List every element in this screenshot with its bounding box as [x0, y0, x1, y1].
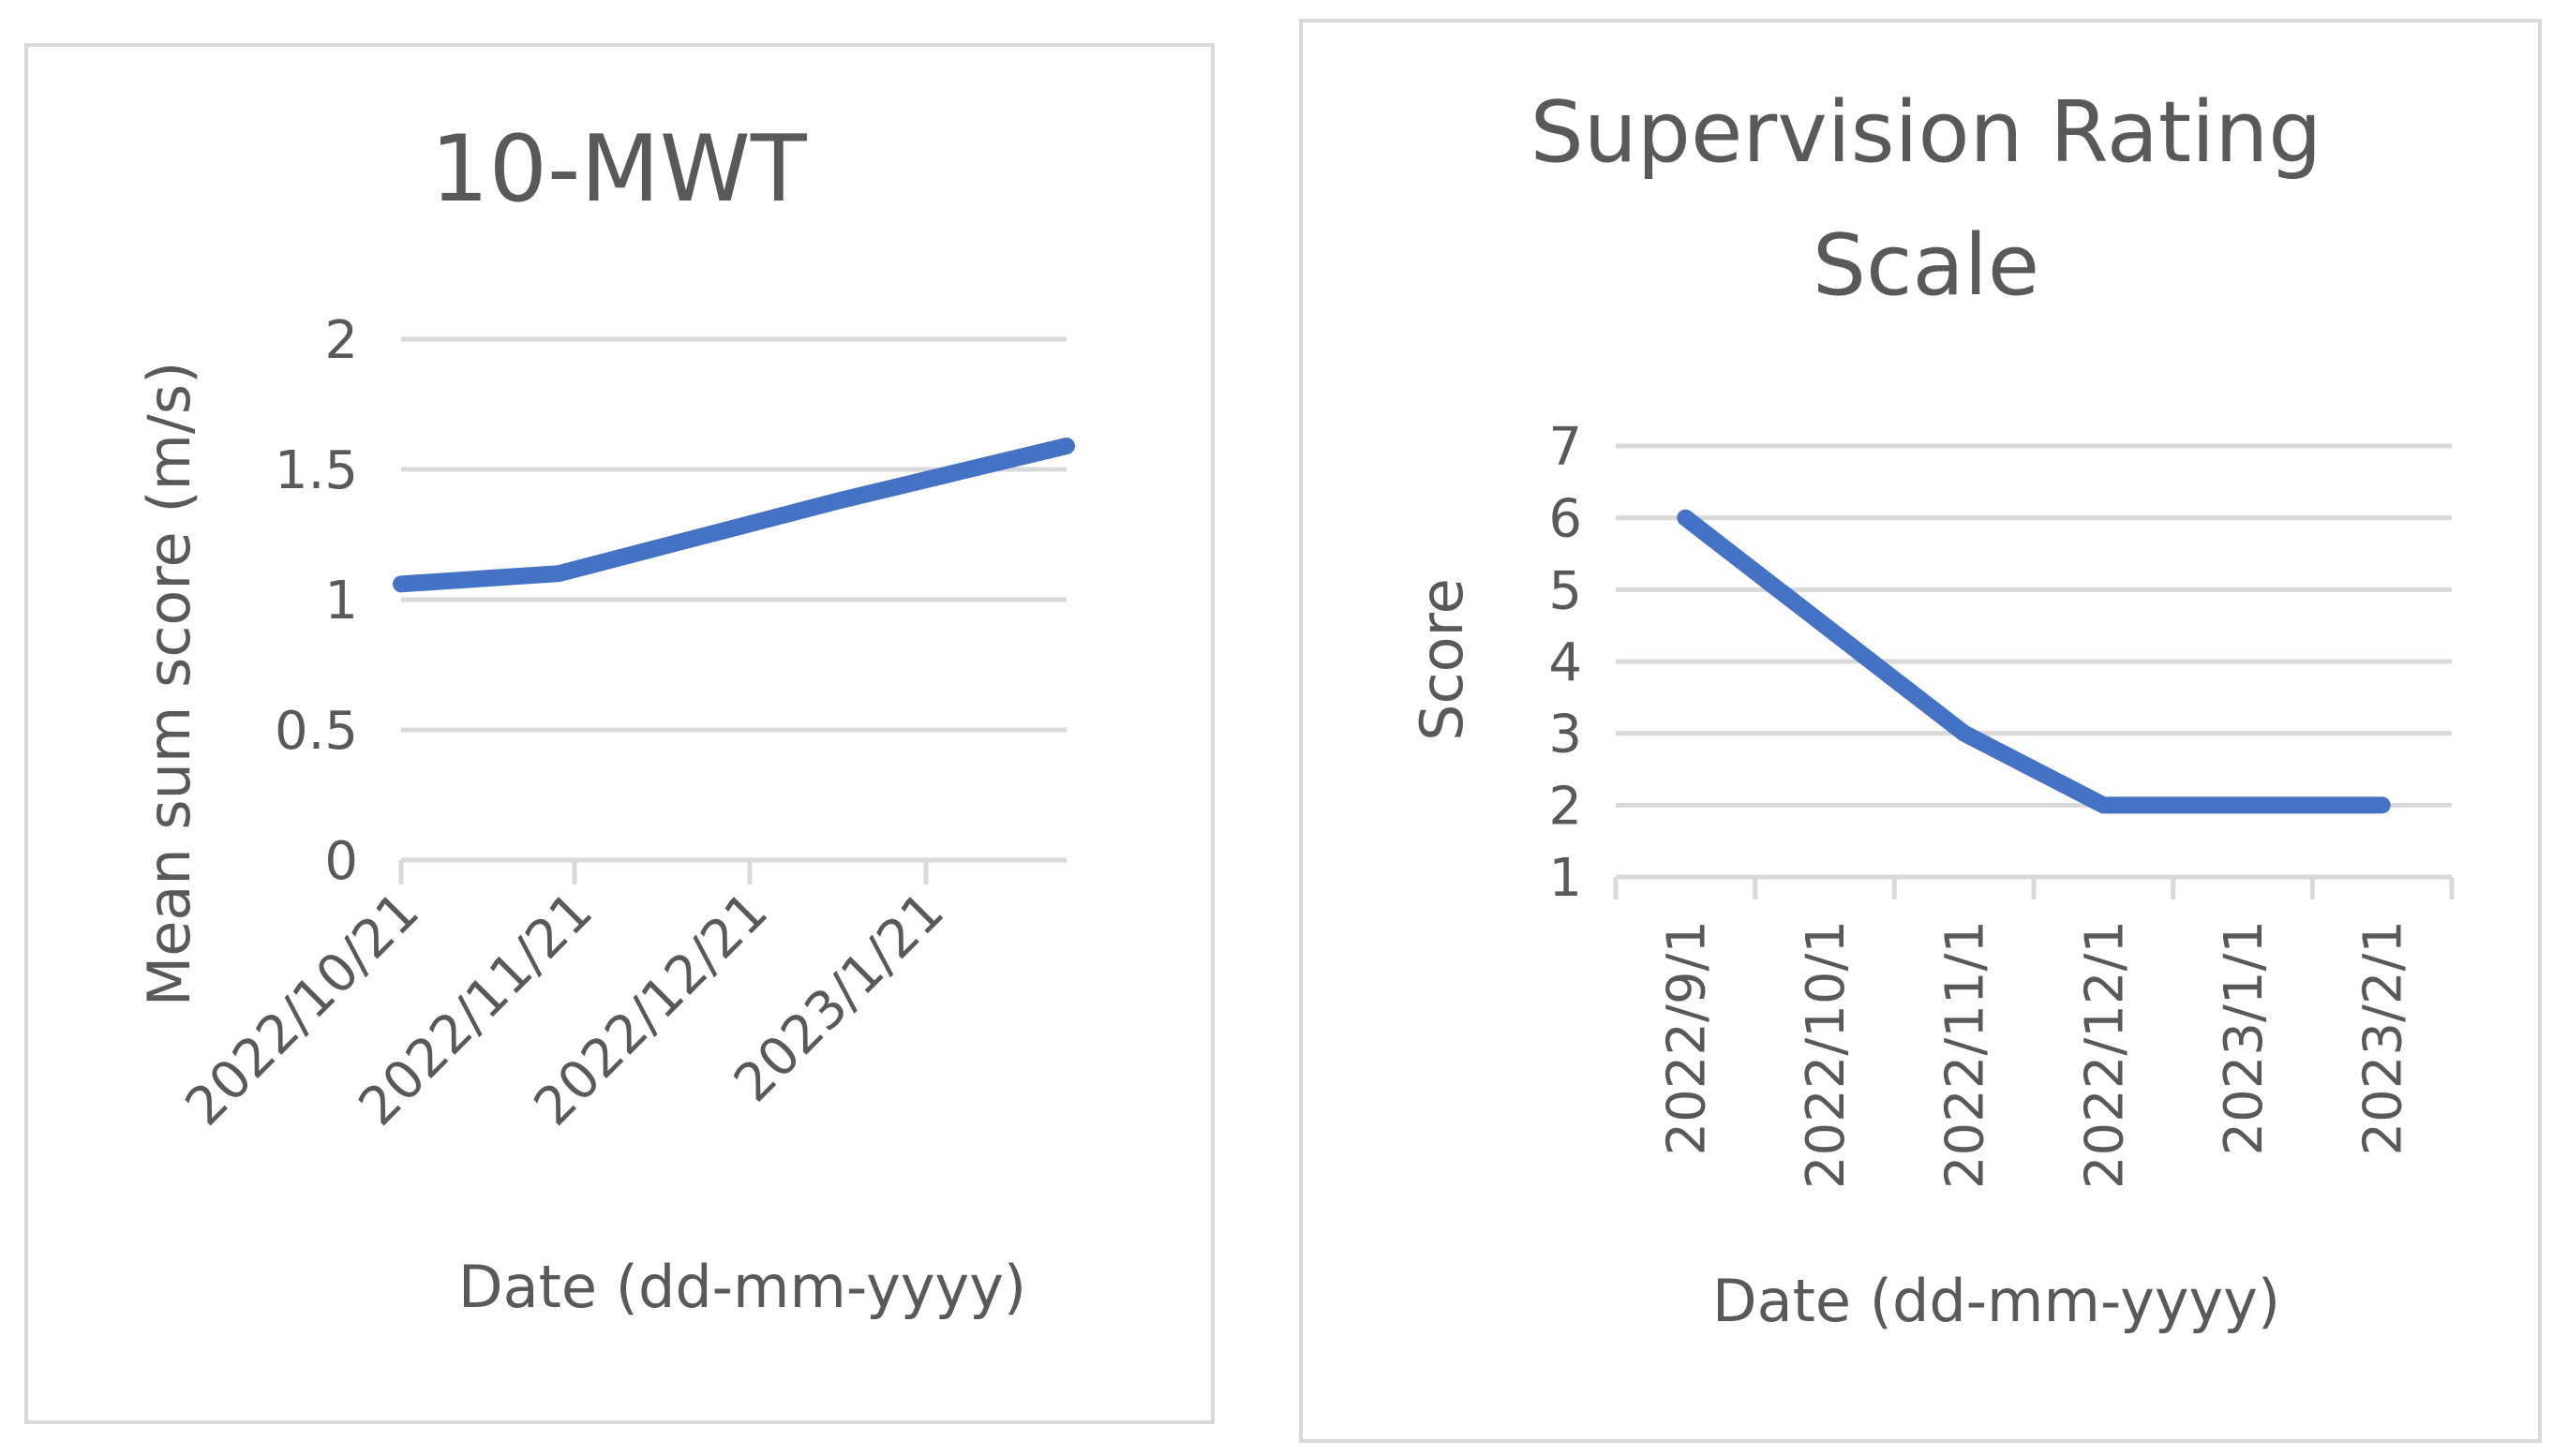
y-tick-label: 2	[324, 310, 358, 371]
chart-10mwt: 10-MWT 00.511.52 2022/10/212022/11/21202…	[135, 116, 1075, 1321]
y-tick-label: 4	[1548, 632, 1582, 693]
x-tick-label: 2023/1/1	[2214, 920, 2275, 1156]
chart-title-line-2: Scale	[1813, 216, 2039, 315]
x-tick-label: 2023/2/1	[2353, 920, 2414, 1156]
y-tick-label: 6	[1548, 489, 1582, 550]
x-tick-label: 2022/10/1	[1796, 920, 1857, 1189]
y-axis-label: Score	[1408, 578, 1476, 741]
chart-panel-10mwt: 10-MWT 0 0.5 1 1.5 2 2022/10/21 2022/11/21 202…	[24, 43, 1215, 1424]
y-tick-label: 0.5	[275, 701, 358, 762]
chart-title: 10-MWT	[430, 116, 808, 223]
y-tick-label: 1	[324, 571, 358, 631]
y-tick-label: 5	[1548, 560, 1582, 621]
series-line-10mwt	[393, 437, 1075, 593]
y-tick-label: 1	[1548, 848, 1582, 909]
x-tick-label: 2022/11/1	[1935, 920, 1996, 1189]
chart-supervision-rating-scale: Supervision Rating Scale 1 2 3 4 5 6 7 2022/9/…	[1408, 83, 2455, 1335]
y-tick-label: 1.5	[275, 440, 358, 501]
y-tick-label: 0	[324, 831, 358, 892]
y-axis-label: Mean sum score (m/s)	[135, 362, 203, 1007]
series-line-supervision	[1677, 509, 2391, 814]
y-tick-label: 3	[1548, 705, 1582, 765]
x-tick-label: 2022/12/1	[2074, 920, 2135, 1189]
chart-title-line-1: Supervision Rating	[1530, 83, 2322, 182]
y-tick-label: 7	[1548, 417, 1582, 478]
x-axis-label: Date (dd-mm-yyyy)	[458, 1253, 1026, 1321]
y-tick-label: 2	[1548, 776, 1582, 837]
x-tick-label: 2022/9/1	[1656, 920, 1717, 1156]
x-axis-label: Date (dd-mm-yyyy)	[1712, 1267, 2280, 1335]
chart-panel-supervision: Supervision Rating Scale 1 2 3 4 5 6 7 2022/9/…	[1299, 19, 2542, 1443]
